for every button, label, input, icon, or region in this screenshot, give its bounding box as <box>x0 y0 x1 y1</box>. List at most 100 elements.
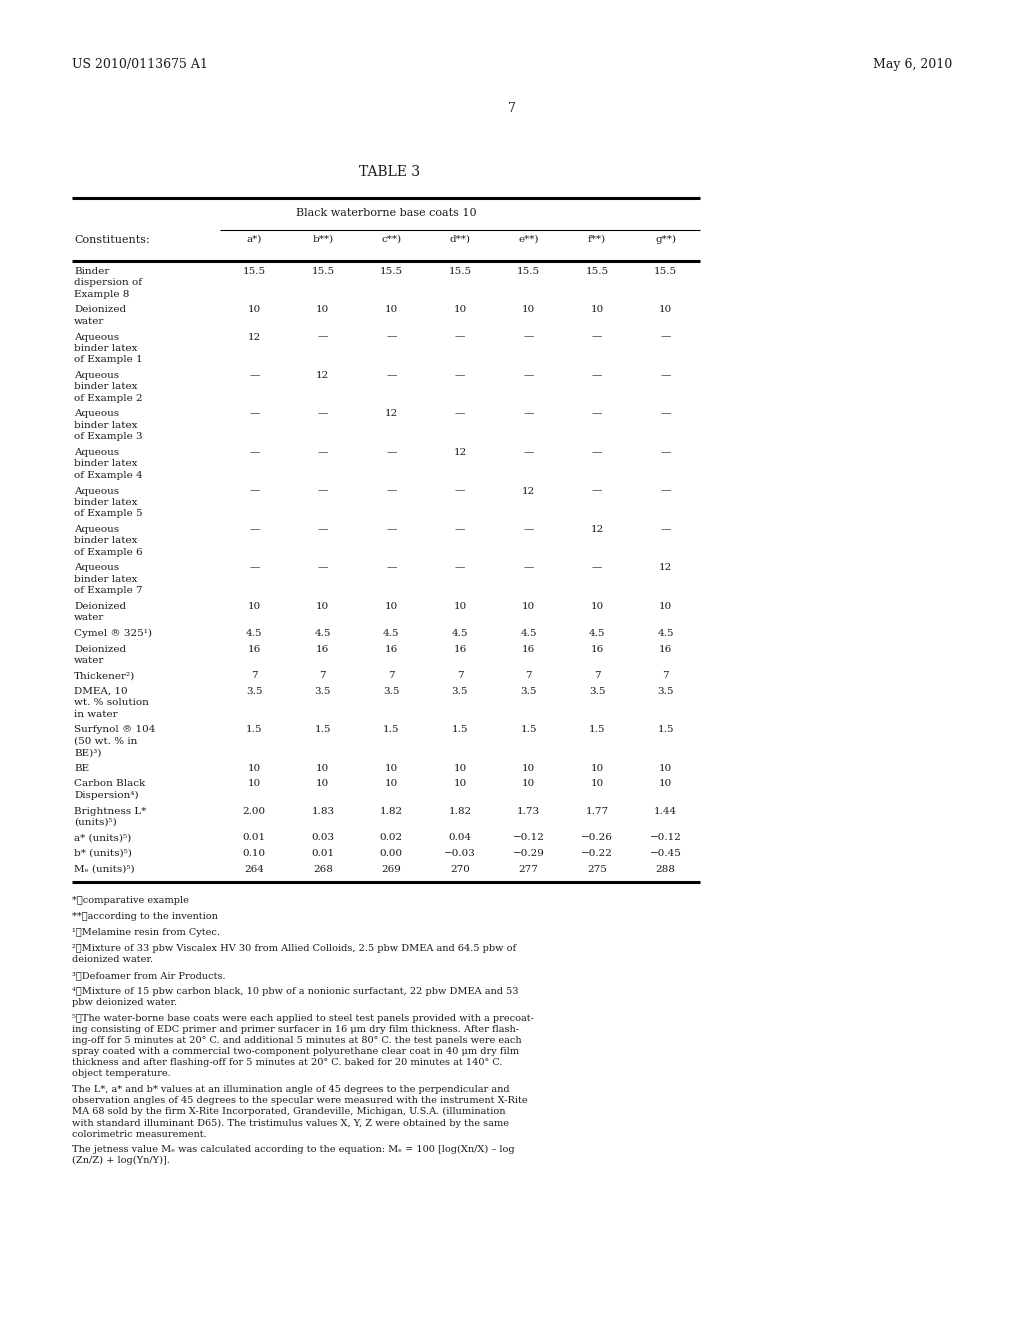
Text: 12: 12 <box>522 487 536 495</box>
Text: 2.00: 2.00 <box>243 807 266 816</box>
Text: 264: 264 <box>245 865 264 874</box>
Text: 10: 10 <box>591 602 604 611</box>
Text: 7: 7 <box>525 672 531 681</box>
Text: —: — <box>249 525 259 535</box>
Text: Deionized
water: Deionized water <box>74 305 126 326</box>
Text: —: — <box>249 447 259 457</box>
Text: c**): c**) <box>381 235 401 244</box>
Text: Binder
dispersion of
Example 8: Binder dispersion of Example 8 <box>74 267 142 298</box>
Text: 10: 10 <box>385 780 398 788</box>
Text: f**): f**) <box>588 235 606 244</box>
Text: 7: 7 <box>594 672 600 681</box>
Text: 3.5: 3.5 <box>246 686 262 696</box>
Text: −0.22: −0.22 <box>582 849 613 858</box>
Text: 15.5: 15.5 <box>654 267 677 276</box>
Text: 10: 10 <box>248 602 261 611</box>
Text: Deionized
water: Deionized water <box>74 644 126 665</box>
Text: Aqueous
binder latex
of Example 6: Aqueous binder latex of Example 6 <box>74 525 142 557</box>
Text: —: — <box>455 409 465 418</box>
Text: 15.5: 15.5 <box>449 267 472 276</box>
Text: 12: 12 <box>454 447 467 457</box>
Text: —: — <box>249 487 259 495</box>
Text: —: — <box>317 564 328 573</box>
Text: Deionized
water: Deionized water <box>74 602 126 623</box>
Text: 16: 16 <box>659 644 673 653</box>
Text: 10: 10 <box>316 602 330 611</box>
Text: Aqueous
binder latex
of Example 1: Aqueous binder latex of Example 1 <box>74 333 142 364</box>
Text: 10: 10 <box>454 602 467 611</box>
Text: 3.5: 3.5 <box>383 686 399 696</box>
Text: 0.03: 0.03 <box>311 833 335 842</box>
Text: ¹⧏Melamine resin from Cytec.: ¹⧏Melamine resin from Cytec. <box>72 928 220 937</box>
Text: 10: 10 <box>522 602 536 611</box>
Text: Aqueous
binder latex
of Example 7: Aqueous binder latex of Example 7 <box>74 564 142 595</box>
Text: 12: 12 <box>591 525 604 535</box>
Text: 270: 270 <box>451 865 470 874</box>
Text: 10: 10 <box>316 764 330 774</box>
Text: —: — <box>523 371 534 380</box>
Text: 1.44: 1.44 <box>654 807 677 816</box>
Text: 1.5: 1.5 <box>589 726 605 734</box>
Text: 4.5: 4.5 <box>589 630 605 638</box>
Text: —: — <box>386 371 396 380</box>
Text: 10: 10 <box>659 764 673 774</box>
Text: —: — <box>386 487 396 495</box>
Text: 12: 12 <box>659 564 673 573</box>
Text: —: — <box>317 487 328 495</box>
Text: 10: 10 <box>454 780 467 788</box>
Text: 1.77: 1.77 <box>586 807 608 816</box>
Text: 0.01: 0.01 <box>311 849 335 858</box>
Text: The L*, a* and b* values at an illumination angle of 45 degrees to the perpendic: The L*, a* and b* values at an illuminat… <box>72 1085 527 1139</box>
Text: Carbon Black
Dispersion⁴): Carbon Black Dispersion⁴) <box>74 780 145 800</box>
Text: 0.10: 0.10 <box>243 849 266 858</box>
Text: —: — <box>660 487 671 495</box>
Text: 1.5: 1.5 <box>383 726 399 734</box>
Text: 10: 10 <box>659 780 673 788</box>
Text: —: — <box>455 487 465 495</box>
Text: 1.73: 1.73 <box>517 807 540 816</box>
Text: 288: 288 <box>655 865 676 874</box>
Text: 1.5: 1.5 <box>452 726 468 734</box>
Text: BE: BE <box>74 764 89 774</box>
Text: e**): e**) <box>518 235 539 244</box>
Text: 3.5: 3.5 <box>589 686 605 696</box>
Text: —: — <box>386 333 396 342</box>
Text: 15.5: 15.5 <box>311 267 335 276</box>
Text: —: — <box>592 409 602 418</box>
Text: 7: 7 <box>388 672 394 681</box>
Text: —: — <box>660 447 671 457</box>
Text: ⁴⧏Mixture of 15 pbw carbon black, 10 pbw of a nonionic surfactant, 22 pbw DMEA a: ⁴⧏Mixture of 15 pbw carbon black, 10 pbw… <box>72 987 518 1007</box>
Text: 277: 277 <box>518 865 539 874</box>
Text: 15.5: 15.5 <box>517 267 540 276</box>
Text: 10: 10 <box>591 764 604 774</box>
Text: 275: 275 <box>587 865 607 874</box>
Text: —: — <box>592 487 602 495</box>
Text: —: — <box>523 409 534 418</box>
Text: 12: 12 <box>316 371 330 380</box>
Text: DMEA, 10
wt. % solution
in water: DMEA, 10 wt. % solution in water <box>74 686 148 719</box>
Text: TABLE 3: TABLE 3 <box>359 165 421 180</box>
Text: 16: 16 <box>385 644 398 653</box>
Text: 4.5: 4.5 <box>520 630 537 638</box>
Text: —: — <box>660 409 671 418</box>
Text: 7: 7 <box>457 672 463 681</box>
Text: —: — <box>249 564 259 573</box>
Text: —: — <box>523 525 534 535</box>
Text: 16: 16 <box>591 644 604 653</box>
Text: 4.5: 4.5 <box>314 630 331 638</box>
Text: —: — <box>455 371 465 380</box>
Text: 16: 16 <box>522 644 536 653</box>
Text: —: — <box>592 371 602 380</box>
Text: —: — <box>317 525 328 535</box>
Text: 3.5: 3.5 <box>657 686 674 696</box>
Text: 7: 7 <box>251 672 258 681</box>
Text: 12: 12 <box>248 333 261 342</box>
Text: Mₑ (units)⁵): Mₑ (units)⁵) <box>74 865 134 874</box>
Text: a* (units)⁵): a* (units)⁵) <box>74 833 131 842</box>
Text: —: — <box>249 371 259 380</box>
Text: Cymel ® 325¹): Cymel ® 325¹) <box>74 630 152 638</box>
Text: —: — <box>317 333 328 342</box>
Text: May 6, 2010: May 6, 2010 <box>872 58 952 71</box>
Text: —: — <box>317 409 328 418</box>
Text: 10: 10 <box>248 764 261 774</box>
